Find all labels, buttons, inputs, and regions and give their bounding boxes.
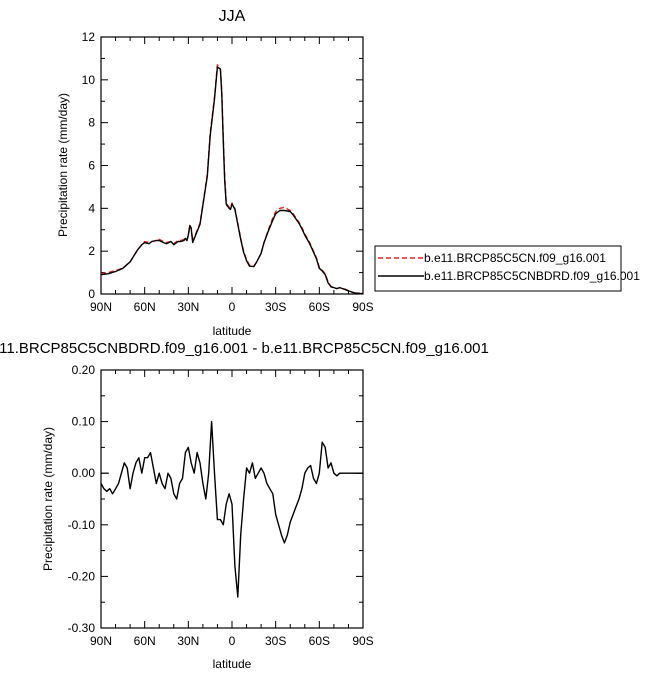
panel-1-x-tick-label: 90S xyxy=(352,300,373,314)
panel-2-y-ticks: 0.20 0.10 0.00 -0.10 -0.20 -0.30 xyxy=(68,363,363,635)
panel-1-x-tick-label: 60S xyxy=(309,300,330,314)
panel-1-x-tick-label: 30N xyxy=(177,300,199,314)
panel-2-x-tick-label: 90S xyxy=(352,634,373,648)
panel-2-series-lines xyxy=(100,420,363,598)
panel-1-x-axis-label: latitude xyxy=(213,324,252,338)
panel-2-y-axis-label: Precipitation rate (mm/day) xyxy=(41,427,55,571)
panel-1-y-axis-label: Precipitation rate (mm/day) xyxy=(56,93,70,237)
panel-1-x-ticks: 90N 60N 30N 0 30S 60S 90S xyxy=(90,37,374,314)
panel-1-series-line-1 xyxy=(100,66,364,295)
panel-1-y-ticks: 0 2 4 6 8 10 12 xyxy=(82,30,363,301)
panel-2-x-tick-label: 60N xyxy=(134,634,156,648)
legend: b.e11.BRCP85C5CN.f09_g16.001 b.e11.BRCP8… xyxy=(374,245,640,292)
panel-1-y-tick-label: 4 xyxy=(88,201,95,215)
panel-1-y-tick-label: 12 xyxy=(82,30,96,44)
precipitation-panel: JJA 90N 60N 30N 0 30S 60S 90S 0 2 4 6 8 10 12 latitu… xyxy=(56,8,640,338)
panel-2-x-axis-label: latitude xyxy=(213,657,252,671)
panel-1-y-tick-label: 8 xyxy=(88,116,95,130)
panel-2-x-tick-label: 60S xyxy=(309,634,330,648)
panel-2-title: 11.BRCP85C5CNBDRD.f09_g16.001 - b.e11.BR… xyxy=(0,340,489,357)
difference-panel: 11.BRCP85C5CNBDRD.f09_g16.001 - b.e11.BR… xyxy=(0,340,489,671)
legend-entry-1: b.e11.BRCP85C5CNBDRD.f09_g16.001 xyxy=(424,269,640,283)
panel-1-plot-area xyxy=(100,36,364,295)
panel-2-y-tick-label: 0.10 xyxy=(72,415,96,429)
panel-1-y-tick-label: 10 xyxy=(82,73,96,87)
panel-1-series-line-0 xyxy=(100,64,364,295)
panel-2-x-tick-label: 30N xyxy=(177,634,199,648)
panel-1-y-tick-label: 2 xyxy=(88,244,95,258)
panel-2-y-tick-label: -0.30 xyxy=(68,621,96,635)
panel-1-series-lines xyxy=(100,64,364,295)
panel-1-y-tick-label: 0 xyxy=(88,287,95,301)
panel-1-x-tick-label: 90N xyxy=(90,300,112,314)
panel-1-x-tick-label: 0 xyxy=(229,300,236,314)
panel-1-x-tick-label: 60N xyxy=(134,300,156,314)
panel-1-x-tick-label: 30S xyxy=(265,300,286,314)
panel-2-x-ticks: 90N 60N 30N 0 30S 60S 90S xyxy=(90,370,374,648)
panel-1-title: JJA xyxy=(219,8,246,25)
panel-2-y-tick-label: 0.20 xyxy=(72,363,96,377)
panel-2-y-tick-label: -0.10 xyxy=(68,518,96,532)
panel-2-x-tick-label: 30S xyxy=(265,634,286,648)
panel-2-plot-area xyxy=(100,369,364,629)
panel-2-x-tick-label: 0 xyxy=(229,634,236,648)
panel-2-x-tick-label: 90N xyxy=(90,634,112,648)
legend-entry-0: b.e11.BRCP85C5CN.f09_g16.001 xyxy=(424,251,606,265)
legend-box xyxy=(374,245,622,292)
panel-1-y-tick-label: 6 xyxy=(88,159,95,173)
panel-2-series-line-0 xyxy=(100,420,363,598)
panel-2-y-tick-label: 0.00 xyxy=(72,466,96,480)
panel-2-y-tick-label: -0.20 xyxy=(68,569,96,583)
